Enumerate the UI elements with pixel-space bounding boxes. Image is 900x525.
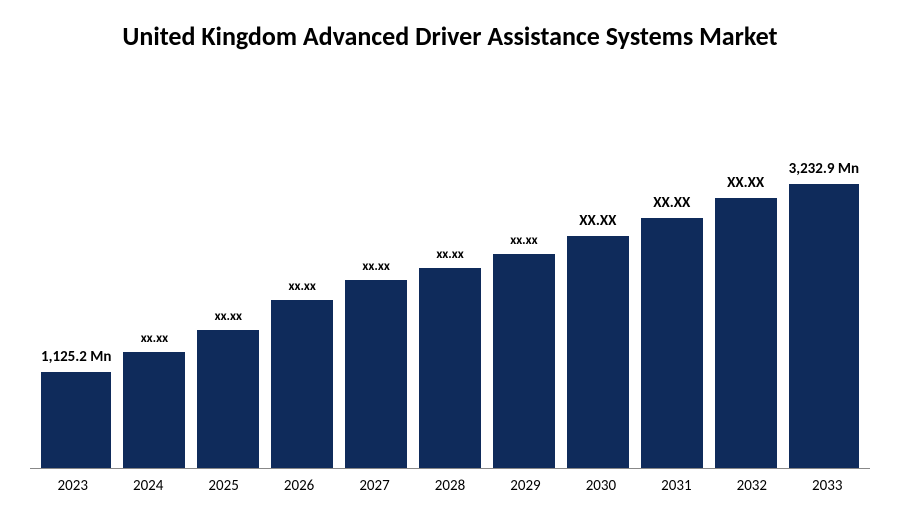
x-axis-label: 2031 — [645, 477, 708, 495]
bar-wrapper: XX.XX — [641, 194, 703, 468]
bar-value-label: XX.XX — [579, 212, 616, 230]
bar-wrapper: xx.xx — [123, 331, 185, 468]
bar-wrapper: xx.xx — [345, 259, 407, 468]
bar — [41, 372, 111, 468]
bar — [567, 236, 629, 468]
bar — [419, 268, 481, 468]
bar-value-label: xx.xx — [436, 247, 463, 262]
bar-value-label: XX.XX — [727, 174, 764, 192]
x-axis-label: 2030 — [569, 477, 632, 495]
x-axis: 2023 2024 2025 2026 2027 2028 2029 2030 2031 2032… — [30, 469, 870, 495]
bar — [123, 352, 185, 468]
bar-value-label: xx.xx — [141, 331, 168, 346]
bar-wrapper: xx.xx — [197, 309, 259, 468]
x-axis-label: 2028 — [418, 477, 481, 495]
bar-wrapper: XX.XX — [567, 212, 629, 468]
bar-wrapper: 3,232.9 Mn — [789, 160, 859, 468]
x-axis-label: 2023 — [41, 477, 104, 495]
x-axis-label: 2029 — [494, 477, 557, 495]
bar-wrapper: xx.xx — [271, 279, 333, 468]
x-axis-label: 2025 — [192, 477, 255, 495]
bar — [715, 198, 777, 468]
chart-area: 1,125.2 Mn xx.xx xx.xx xx.xx xx.xx xx.xx xx.xx… — [30, 94, 870, 495]
x-axis-label: 2027 — [343, 477, 406, 495]
x-axis-label: 2032 — [720, 477, 783, 495]
x-axis-label: 2033 — [796, 477, 859, 495]
bar-value-label: 1,125.2 Mn — [41, 348, 111, 366]
bar — [641, 218, 703, 468]
bar — [493, 254, 555, 468]
bar — [197, 330, 259, 468]
bar-wrapper: 1,125.2 Mn — [41, 348, 111, 468]
bar-wrapper: XX.XX — [715, 174, 777, 468]
bar — [789, 184, 859, 468]
x-axis-label: 2024 — [116, 477, 179, 495]
bar-wrapper: xx.xx — [419, 247, 481, 468]
bar-value-label: xx.xx — [289, 279, 316, 294]
bar-value-label: XX.XX — [653, 194, 690, 212]
chart-title: United Kingdom Advanced Driver Assistanc… — [30, 20, 870, 54]
bar-value-label: xx.xx — [362, 259, 389, 274]
bars-container: 1,125.2 Mn xx.xx xx.xx xx.xx xx.xx xx.xx xx.xx… — [30, 94, 870, 469]
bar — [345, 280, 407, 468]
x-axis-label: 2026 — [267, 477, 330, 495]
bar — [271, 300, 333, 468]
bar-wrapper: xx.xx — [493, 233, 555, 468]
bar-value-label: xx.xx — [510, 233, 537, 248]
bar-value-label: xx.xx — [215, 309, 242, 324]
bar-value-label: 3,232.9 Mn — [789, 160, 859, 178]
